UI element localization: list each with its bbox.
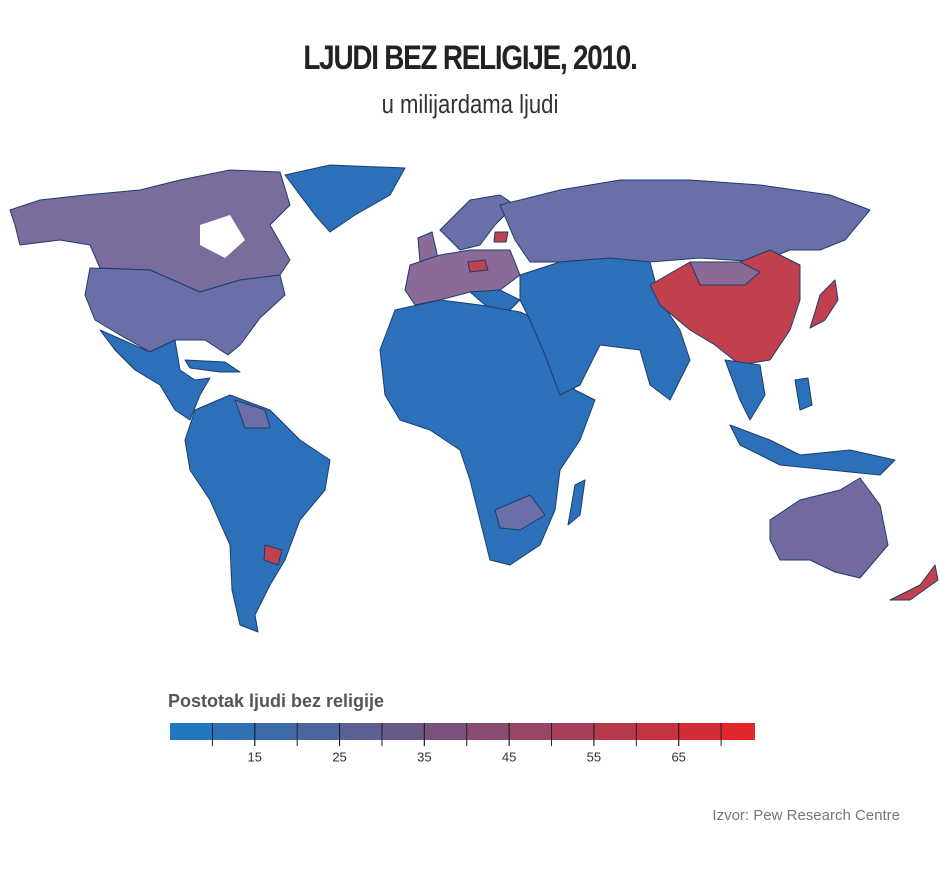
legend-swatch [551,723,594,740]
legend-swatch [636,723,679,740]
guianas [234,399,271,429]
new-zealand [889,564,939,601]
madagascar [567,479,586,526]
legend-tick-label: 65 [671,749,685,764]
southeast-asia [724,359,766,421]
caribbean [184,359,241,373]
legend-swatch [254,723,298,740]
subtitle: u milijardama ljudi [382,90,559,119]
legend-tick-label: 25 [332,749,346,764]
legend-tick-label: 45 [502,749,516,764]
mexico [99,329,211,421]
southern-europe [469,289,521,316]
canada [9,169,291,293]
legend-swatch [466,723,510,740]
legend-swatch [678,723,722,740]
legend-tick-label: 55 [587,749,601,764]
legend-tick-label: 15 [248,749,262,764]
source: Izvor: Pew Research Centre [712,807,900,824]
uruguay [263,544,283,566]
world-map [9,164,939,633]
legend-tick-label: 35 [417,749,431,764]
russia [499,179,871,263]
legend-swatch [593,723,637,740]
title: LJUDI BEZ RELIGIJE, 2010. [303,38,636,76]
czechia [467,259,489,273]
hudson-bay [200,215,245,258]
legend-swatch [424,723,467,740]
estonia [493,231,509,243]
legend-swatch [170,723,213,740]
legend-swatch [297,723,340,740]
legend: 15 25 35 45 55 65 [170,723,755,764]
legend-swatch [721,723,755,740]
legend-swatch [339,723,382,740]
australia [769,477,889,579]
legend-title: Postotak ljudi bez religije [168,691,384,711]
greenland [284,164,406,233]
indonesia [729,424,896,476]
philippines [794,377,813,411]
legend-swatch [509,723,552,740]
legend-swatch [381,723,425,740]
legend-swatch [212,723,255,740]
south-america [184,394,331,633]
japan [809,279,839,329]
usa [84,267,286,356]
mongolia [689,261,761,286]
asia-west [519,257,691,401]
southern-africa [494,494,546,531]
